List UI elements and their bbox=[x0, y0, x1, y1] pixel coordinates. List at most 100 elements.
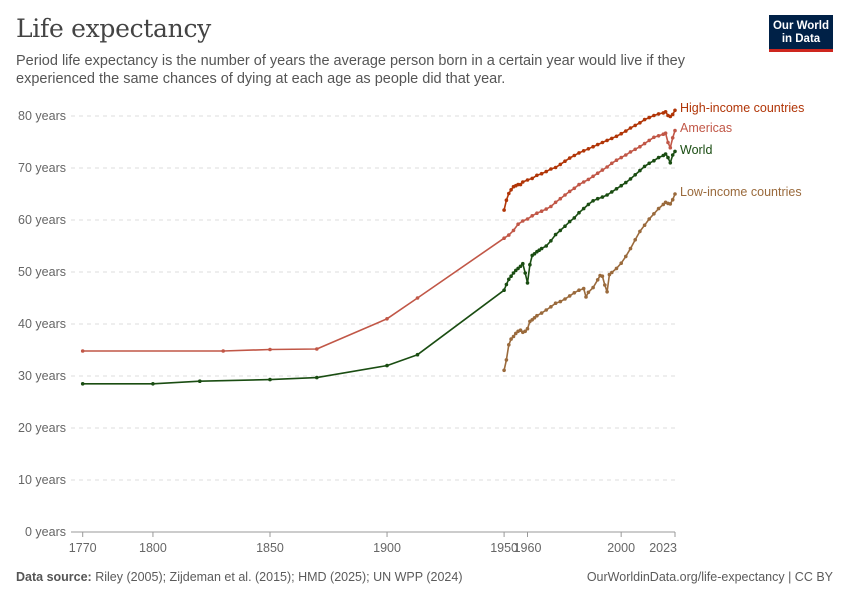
data-point bbox=[586, 177, 591, 182]
logo-line-1: Our World bbox=[772, 20, 829, 32]
data-point bbox=[567, 219, 572, 224]
data-point bbox=[518, 264, 523, 269]
series-world-line[interactable] bbox=[80, 149, 677, 386]
x-tick-label: 1770 bbox=[69, 541, 97, 555]
data-point bbox=[668, 202, 673, 206]
y-tick-label: 70 years bbox=[18, 161, 66, 175]
data-point bbox=[415, 352, 420, 357]
data-point bbox=[647, 217, 651, 221]
series-label[interactable]: Americas bbox=[680, 121, 732, 135]
data-point bbox=[567, 189, 572, 194]
data-point bbox=[549, 204, 553, 209]
data-point bbox=[567, 294, 572, 298]
data-point bbox=[652, 158, 656, 163]
data-point bbox=[151, 382, 155, 386]
series-americas-line[interactable] bbox=[80, 128, 677, 353]
data-point bbox=[544, 308, 548, 312]
data-point bbox=[385, 317, 389, 321]
y-tick-label: 30 years bbox=[18, 369, 66, 383]
data-point bbox=[591, 199, 595, 203]
owid-logo[interactable]: Our World in Data bbox=[769, 15, 833, 52]
data-point bbox=[586, 147, 591, 151]
y-tick-label: 80 years bbox=[18, 109, 66, 123]
y-tick-label: 20 years bbox=[18, 421, 66, 435]
data-point bbox=[385, 363, 389, 368]
data-point bbox=[80, 382, 85, 386]
data-point bbox=[532, 316, 537, 320]
data-point bbox=[509, 337, 513, 341]
logo-line-2: in Data bbox=[781, 33, 821, 45]
data-point bbox=[614, 266, 619, 271]
data-point bbox=[633, 123, 637, 128]
data-point bbox=[544, 169, 548, 174]
chart-title: Life expectancy bbox=[16, 14, 211, 43]
y-tick-label: 0 years bbox=[25, 525, 66, 539]
data-point bbox=[549, 305, 553, 309]
x-tick-label: 1850 bbox=[256, 541, 284, 555]
data-point bbox=[652, 135, 656, 140]
data-point bbox=[544, 207, 548, 211]
data-point bbox=[521, 180, 525, 184]
data-point bbox=[221, 349, 225, 353]
data-point bbox=[647, 115, 651, 120]
data-point bbox=[198, 379, 202, 384]
data-point bbox=[619, 155, 623, 160]
series-labels: High-income countries Americas World Low-in… bbox=[680, 101, 804, 199]
series-label[interactable]: World bbox=[680, 143, 712, 157]
series-lines bbox=[80, 108, 677, 386]
data-point bbox=[558, 228, 563, 233]
data-point bbox=[563, 224, 567, 228]
series-label[interactable]: Low-income countries bbox=[680, 185, 802, 199]
data-point bbox=[507, 191, 511, 196]
data-point bbox=[670, 153, 675, 157]
data-point bbox=[628, 126, 633, 130]
data-point bbox=[558, 162, 563, 167]
data-point bbox=[504, 282, 509, 287]
data-point bbox=[535, 313, 539, 318]
data-point bbox=[607, 272, 612, 277]
data-point bbox=[595, 142, 600, 147]
data-point bbox=[652, 113, 656, 118]
data-point bbox=[415, 296, 420, 300]
data-point bbox=[633, 147, 637, 152]
data-point bbox=[80, 349, 85, 353]
data-point bbox=[516, 266, 520, 271]
data-point bbox=[521, 219, 525, 223]
data-point bbox=[577, 210, 581, 215]
data-point bbox=[553, 301, 558, 306]
data-point bbox=[605, 138, 609, 143]
data-point bbox=[549, 167, 553, 171]
data-point bbox=[523, 271, 527, 275]
data-source: Data source: Riley (2005); Zijdeman et a… bbox=[16, 570, 463, 584]
data-point bbox=[638, 121, 642, 125]
data-point bbox=[563, 159, 567, 163]
data-point bbox=[525, 326, 530, 331]
data-point bbox=[619, 261, 623, 266]
data-point bbox=[595, 196, 600, 201]
series-label[interactable]: High-income countries bbox=[680, 101, 804, 115]
data-point bbox=[647, 138, 651, 143]
data-point bbox=[610, 190, 614, 194]
data-point bbox=[581, 286, 586, 291]
data-point bbox=[670, 197, 675, 202]
data-point bbox=[504, 198, 509, 202]
x-tick-label: 2023 bbox=[649, 541, 677, 555]
y-tick-label: 10 years bbox=[18, 473, 66, 487]
data-point bbox=[595, 171, 600, 175]
series-path bbox=[82, 130, 676, 352]
y-tick-label: 60 years bbox=[18, 213, 66, 227]
data-point bbox=[614, 187, 619, 191]
data-point bbox=[315, 347, 319, 351]
data-point bbox=[600, 140, 605, 145]
data-point bbox=[666, 155, 670, 160]
data-point bbox=[656, 134, 661, 138]
data-point bbox=[502, 288, 506, 293]
source-link[interactable]: OurWorldinData.org/life-expectancy | CC … bbox=[586, 570, 833, 584]
series-high-income-countries-line[interactable] bbox=[502, 108, 677, 212]
data-point bbox=[558, 299, 563, 304]
series-low-income-countries-line[interactable] bbox=[502, 192, 677, 373]
data-point bbox=[532, 252, 537, 256]
data-point bbox=[642, 223, 647, 227]
data-point bbox=[666, 140, 670, 145]
